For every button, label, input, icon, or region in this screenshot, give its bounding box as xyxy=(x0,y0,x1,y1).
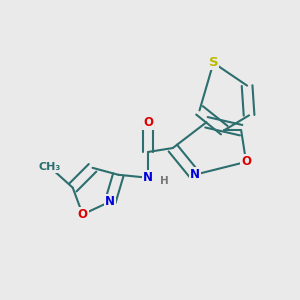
Text: N: N xyxy=(190,168,200,181)
Text: H: H xyxy=(160,176,169,186)
Text: N: N xyxy=(105,195,116,208)
Text: N: N xyxy=(143,171,153,184)
Text: O: O xyxy=(241,155,251,168)
Text: CH₃: CH₃ xyxy=(39,162,61,172)
Text: O: O xyxy=(143,116,153,129)
Text: S: S xyxy=(208,56,218,69)
Text: O: O xyxy=(78,208,88,221)
